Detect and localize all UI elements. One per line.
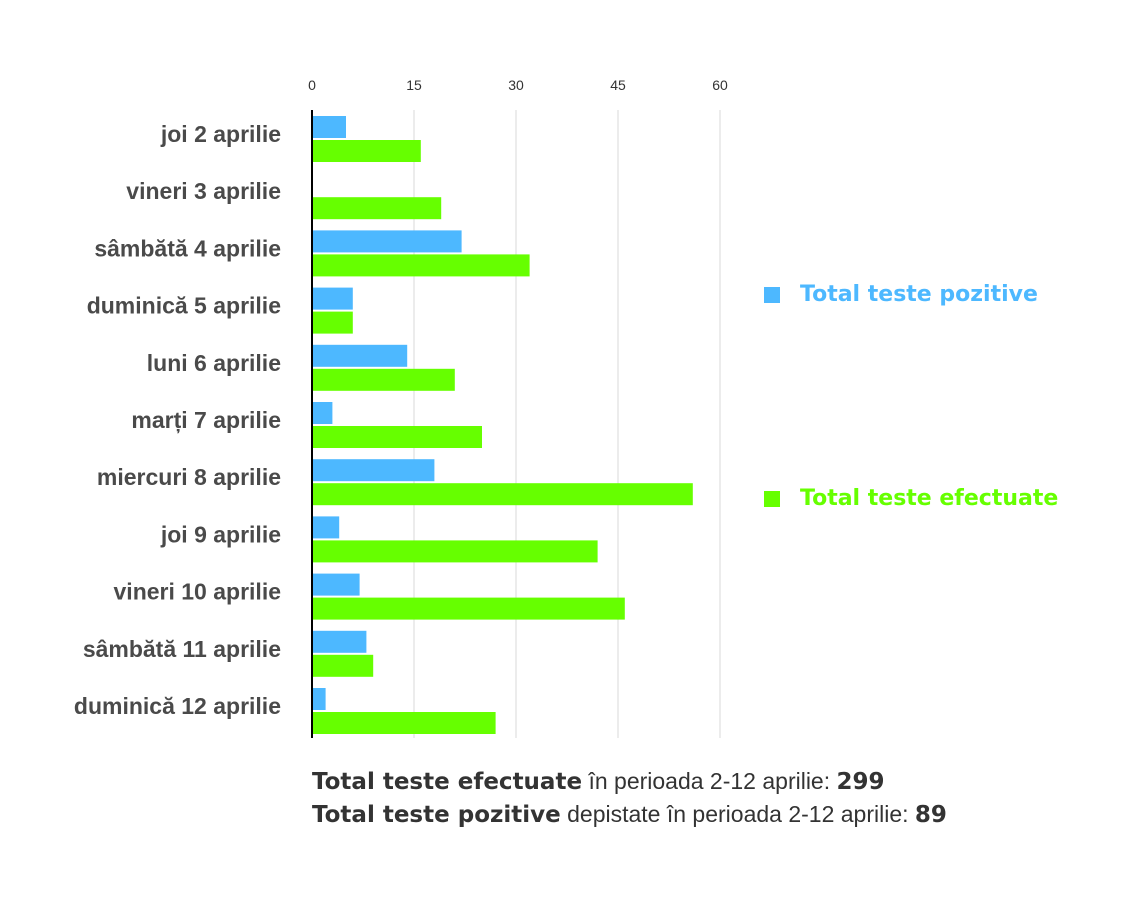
- x-tick-label: 0: [308, 77, 316, 93]
- bar-positive: [312, 230, 462, 253]
- category-label: sâmbătă 11 aprilie: [83, 636, 281, 662]
- category-label: miercuri 8 aprilie: [97, 464, 281, 490]
- bar-total: [312, 483, 693, 506]
- bar-positive: [312, 287, 353, 310]
- bar-positive: [312, 344, 408, 367]
- summary-total-value: 299: [836, 769, 885, 795]
- x-tick-label: 60: [712, 77, 728, 93]
- category-label: vineri 10 aprilie: [114, 579, 281, 605]
- legend-swatch-positive: [764, 286, 780, 303]
- category-label: sâmbătă 4 aprilie: [94, 235, 281, 261]
- bar-positive: [312, 688, 326, 710]
- summary-positive-bold: Total teste pozitive: [312, 802, 561, 828]
- summary-positive-value: 89: [914, 802, 947, 828]
- category-label: luni 6 aprilie: [147, 350, 281, 376]
- bar-positive: [312, 459, 435, 482]
- bar-total: [312, 311, 353, 334]
- bar-total: [312, 254, 530, 277]
- category-label: marți 7 aprilie: [131, 407, 281, 434]
- x-tick-label: 45: [610, 77, 626, 93]
- summary-total-tests: Total teste efectuate în perioada 2-12 a…: [312, 768, 885, 795]
- bar-total: [312, 540, 598, 563]
- bar-total: [312, 368, 455, 391]
- summary-total-text: în perioada 2-12 aprilie:: [582, 768, 837, 794]
- summary-positive-text: depistate în perioada 2-12 aprilie:: [560, 801, 915, 827]
- legend-swatch-total: [764, 490, 780, 507]
- legend-label-total: Total teste efectuate: [800, 486, 1059, 511]
- bar-total: [312, 140, 421, 162]
- bar-total: [312, 654, 374, 677]
- bar-positive: [312, 402, 333, 424]
- category-label: duminică 12 aprilie: [74, 693, 281, 719]
- bar-positive: [312, 630, 367, 653]
- legend-item-positive: Total teste pozitive: [764, 282, 1038, 307]
- legend-item-total: Total teste efectuate: [764, 486, 1058, 511]
- category-label: vineri 3 aprilie: [126, 178, 281, 204]
- x-tick-label: 30: [508, 77, 524, 93]
- x-tick-label: 15: [406, 77, 422, 93]
- category-label: duminică 5 aprilie: [87, 293, 281, 319]
- bar-positive: [312, 516, 340, 539]
- bar-total: [312, 597, 625, 620]
- summary-total-bold: Total teste efectuate: [312, 769, 583, 795]
- bar-total: [312, 197, 442, 220]
- category-label: joi 9 aprilie: [160, 521, 281, 547]
- bar-total: [312, 426, 482, 448]
- bar-positive: [312, 573, 360, 596]
- legend-label-positive: Total teste pozitive: [800, 282, 1038, 307]
- bar-total: [312, 712, 496, 734]
- category-label: joi 2 aprilie: [160, 121, 281, 147]
- bar-positive: [312, 116, 346, 138]
- summary-positive-tests: Total teste pozitive depistate în perioa…: [312, 801, 947, 828]
